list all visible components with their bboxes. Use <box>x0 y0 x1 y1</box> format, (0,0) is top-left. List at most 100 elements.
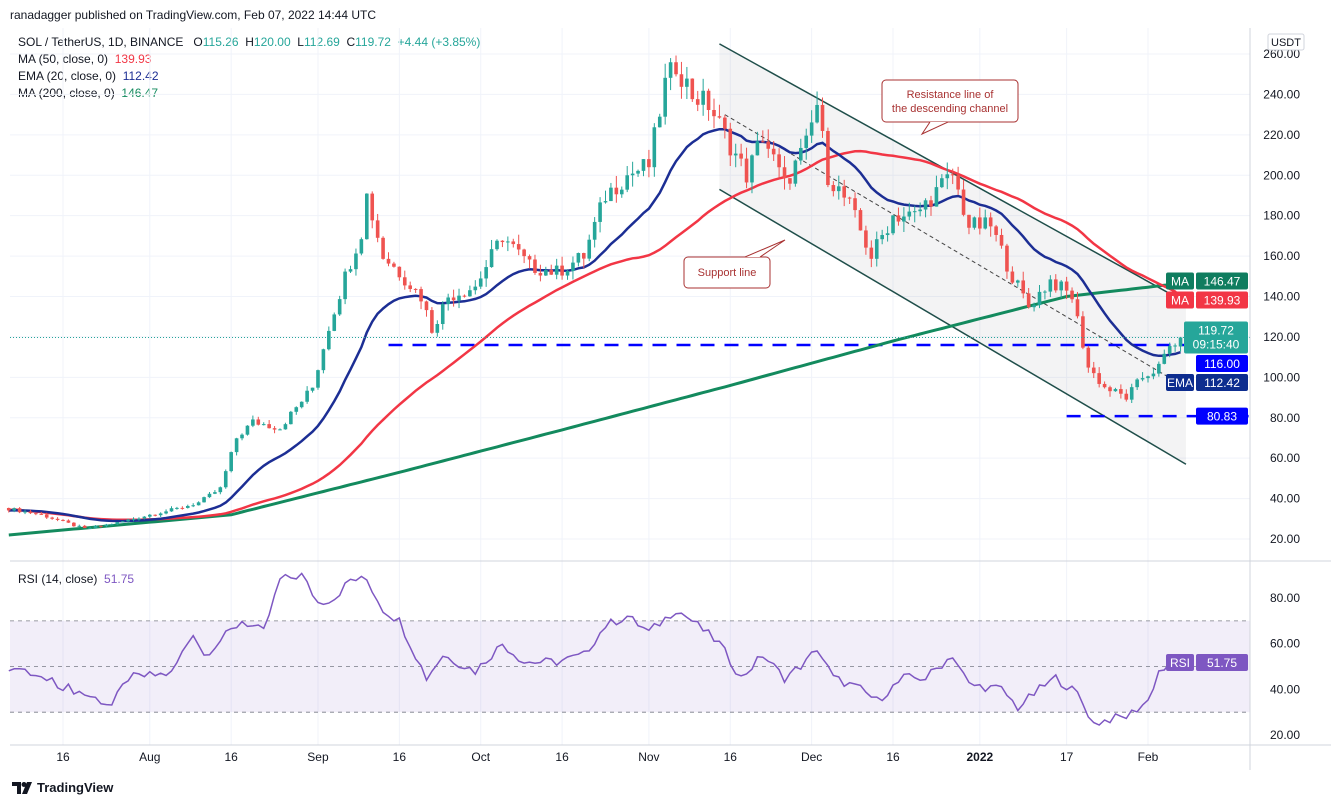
candle-body <box>1081 316 1085 348</box>
candle-body <box>950 174 955 176</box>
channel-fill <box>719 43 1186 465</box>
candle-body <box>782 167 787 179</box>
candle-body <box>473 286 478 291</box>
rsi-tick-label: 60.00 <box>1270 637 1300 651</box>
candle-body <box>554 265 559 275</box>
candle-body <box>587 239 592 259</box>
candle-body <box>804 135 809 148</box>
rsi-legend[interactable]: RSI (14, close) 51.75 <box>18 572 134 586</box>
candle-body <box>419 289 423 302</box>
candle-body <box>777 154 781 168</box>
candle-body <box>755 141 760 156</box>
time-tick-label: Feb <box>1138 750 1159 764</box>
price-tick-label: 260.00 <box>1263 47 1300 61</box>
candle-body <box>240 434 244 439</box>
ma200-legend[interactable]: MA (200, close, 0) 146.47 <box>18 85 480 102</box>
candle-body <box>1146 376 1150 379</box>
candle-body <box>869 247 874 259</box>
level-80-badge-bg <box>1196 407 1248 425</box>
candle-body <box>365 193 369 240</box>
candle-body <box>685 78 689 87</box>
candle-body <box>1129 387 1134 400</box>
candle-body <box>153 514 158 516</box>
candle-body <box>44 514 49 518</box>
candle-body <box>283 424 288 430</box>
symbol-name[interactable]: SOL / TetherUS, 1D, BINANCE <box>18 35 184 49</box>
time-tick-label: 16 <box>56 750 70 764</box>
candle-body <box>956 175 960 190</box>
candle-body <box>1070 290 1074 300</box>
candle-body <box>858 210 863 231</box>
candle-body <box>592 221 597 240</box>
candle-body <box>847 197 852 199</box>
candle-body <box>180 507 185 509</box>
candle-body <box>332 314 337 331</box>
candle-body <box>375 220 380 238</box>
brand-name: TradingView <box>37 780 114 795</box>
candle-body <box>196 502 201 506</box>
rsi-badge-tag: RSI <box>1170 656 1190 670</box>
candle-body <box>408 285 412 289</box>
candle-body <box>191 505 195 507</box>
candle-body <box>305 390 309 402</box>
candle-body <box>1135 379 1139 388</box>
tradingview-logo[interactable]: TradingView <box>12 780 113 795</box>
candle-body <box>571 262 575 272</box>
candle-body <box>983 217 988 229</box>
candle-body <box>158 513 163 516</box>
candle-body <box>1173 345 1177 347</box>
rsi-badge-tag-bg <box>1166 654 1194 672</box>
ma50-value: 139.93 <box>114 52 152 66</box>
ma50-line <box>8 149 1182 522</box>
price-tick-label: 140.00 <box>1263 290 1300 304</box>
candle-body <box>560 265 564 276</box>
chart-legend: SOL / TetherUS, 1D, BINANCE O115.26 H120… <box>18 34 480 102</box>
candle-body <box>663 77 667 117</box>
candle-body <box>820 104 825 131</box>
candle-body <box>978 217 982 229</box>
candle-body <box>120 521 125 523</box>
candle-body <box>1178 337 1183 347</box>
candle-body <box>533 259 537 273</box>
candle-body <box>207 493 212 498</box>
candle-body <box>598 202 602 222</box>
candle-body <box>549 269 554 275</box>
candle-body <box>72 522 76 527</box>
candle-body <box>739 153 743 159</box>
time-tick-label: Oct <box>471 750 490 764</box>
candle-body <box>809 122 814 136</box>
candle-body <box>1016 280 1020 283</box>
rsi-badge-value: 51.75 <box>1207 656 1237 670</box>
price-tick-label: 100.00 <box>1263 370 1300 384</box>
candle-body <box>614 187 619 195</box>
ema-badge-bg <box>1196 373 1248 391</box>
ma50-badge-bg <box>1196 291 1248 309</box>
candle-body <box>1021 280 1026 294</box>
candle-body <box>522 249 526 257</box>
time-tick-label: 16 <box>886 750 900 764</box>
candle-body <box>864 230 868 248</box>
candle-body <box>185 505 190 508</box>
candle-body <box>918 209 922 212</box>
candle-body <box>392 263 396 267</box>
candle-body <box>99 525 103 527</box>
candle-body <box>289 411 293 425</box>
candle-body <box>327 330 331 350</box>
price-tick-label: 200.00 <box>1263 168 1300 182</box>
candle-body <box>701 90 705 105</box>
candle-body <box>55 518 60 520</box>
candle-body <box>1167 345 1172 354</box>
candle-body <box>690 78 695 100</box>
candle-body <box>761 141 765 143</box>
candle-body <box>34 513 38 515</box>
candle-body <box>251 419 255 426</box>
price-tick-label: 120.00 <box>1263 330 1300 344</box>
candle-body <box>66 520 71 523</box>
close-value: 119.72 <box>355 35 391 49</box>
open-label: O <box>193 35 203 49</box>
candle-body <box>1059 281 1063 291</box>
candle-body <box>386 258 391 264</box>
rsi-tick-label: 80.00 <box>1270 591 1300 605</box>
rsi-badge-bg <box>1196 654 1248 672</box>
